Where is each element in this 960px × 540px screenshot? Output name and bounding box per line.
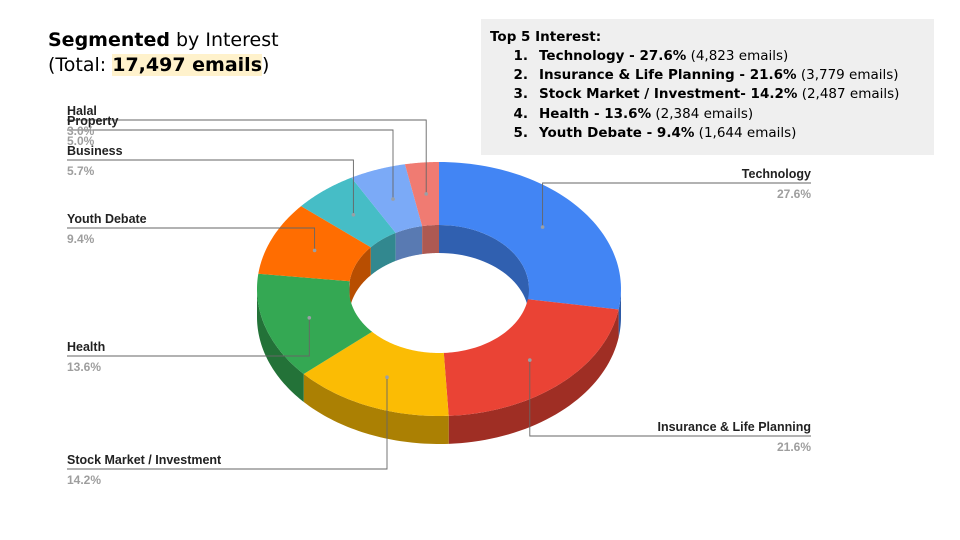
slice-inner-6 [395, 226, 423, 261]
leader-dot-0 [540, 225, 545, 229]
slice-label-0: Technology [742, 167, 811, 181]
slice-value-label-3: 13.6% [67, 360, 101, 374]
top5-item-number: 4. [513, 105, 528, 122]
slice-value-label-5: 5.7% [67, 164, 95, 178]
top5-item-count: (2,487 emails) [797, 86, 900, 103]
slice-value-label-1: 21.6% [777, 440, 811, 454]
slice-value-label-2: 14.2% [67, 473, 101, 487]
leader-line-2 [67, 377, 388, 470]
leader-line-0 [542, 182, 811, 228]
top5-item-count: (1,644 emails) [694, 124, 797, 141]
slice-side-2 [303, 373, 449, 444]
top5-item: 4. Health - 13.6% (2,384 emails) [490, 105, 934, 124]
leader-dot-1 [528, 358, 532, 362]
donut-slice-2 [303, 331, 449, 416]
leader-dot-7 [424, 192, 429, 196]
slice-label-2: Stock Market / Investment [67, 453, 222, 467]
donut-slice-0 [439, 162, 621, 310]
top5-panel: Top 5 Interest: 1. Technology - 27.6% (4,… [481, 19, 934, 155]
top5-item-count: (4,823 emails) [686, 48, 789, 64]
leader-line-7 [67, 119, 427, 194]
slice-label-6: Property [67, 114, 118, 128]
donut-slice-7 [404, 162, 439, 227]
leader-dot-4 [312, 248, 317, 253]
title-rest: by Interest [169, 29, 279, 51]
top5-item-label: Health - 13.6% [539, 105, 652, 122]
slice-value-label-7: 3.0% [67, 124, 95, 138]
top5-item-number: 3. [513, 86, 528, 103]
leader-line-4 [67, 227, 316, 251]
slice-label-1: Insurance & Life Planning [658, 420, 812, 434]
leader-line-3 [67, 317, 310, 357]
donut-slice-1 [443, 299, 619, 416]
slice-side-0 [618, 289, 621, 338]
leader-line-1 [529, 360, 811, 437]
slice-side-1 [448, 309, 619, 444]
donut-slice-5 [301, 177, 396, 248]
top5-item-count: (2,384 emails) [651, 105, 754, 122]
title-line: Segmented by Interest [48, 28, 279, 53]
slice-value-label-0: 27.6% [777, 187, 811, 201]
top5-item: 3. Stock Market / Investment- 14.2% (2,48… [490, 85, 934, 104]
total-suffix: ) [262, 54, 270, 76]
slice-value-label-4: 9.4% [67, 232, 95, 246]
donut-slices [257, 162, 621, 416]
donut-slice-6 [351, 164, 423, 233]
leader-dot-2 [385, 375, 389, 380]
slice-inner-5 [370, 232, 396, 276]
leader-dot-6 [391, 197, 395, 201]
slice-inner-0 [439, 225, 529, 317]
total-prefix: (Total: [48, 54, 113, 76]
top5-item-number: 2. [513, 67, 528, 84]
leader-line-5 [67, 159, 354, 215]
slice-label-7: Halal [67, 104, 97, 118]
chart-title: Segmented by Interest (Total: 17,497 ema… [48, 28, 279, 78]
top5-item: 2. Insurance & Life Planning - 21.6% (3,7… [490, 66, 934, 85]
top5-item-label: Youth Debate - 9.4% [539, 124, 695, 141]
top5-item-label: Insurance & Life Planning - 21.6% [539, 67, 797, 84]
top5-item-number: 1. [513, 48, 528, 64]
leader-lines [67, 119, 811, 470]
donut-slice-3 [257, 273, 373, 374]
total-value: 17,497 emails [112, 54, 263, 76]
top5-item-count: (3,779 emails) [796, 67, 899, 84]
top5-title: Top 5 Interest: [490, 29, 602, 45]
slice-labels: Technology 27.6% Insurance & Life Planning… [67, 104, 811, 487]
donut-inner-walls [349, 225, 529, 317]
leader-dot-5 [351, 213, 356, 217]
slice-label-4: Youth Debate [67, 212, 147, 226]
top5-item-number: 5. [513, 124, 528, 141]
donut-sides [257, 289, 621, 444]
total-line: (Total: 17,497 emails) [48, 53, 279, 78]
slice-inner-4 [349, 247, 371, 310]
top5-item: 5. Youth Debate - 9.4% (1,644 emails) [490, 124, 934, 143]
top5-list: 1. Technology - 27.6% (4,823 emails) 2. In… [490, 47, 934, 143]
top5-item-label: Technology - 27.6% [539, 48, 687, 64]
leader-line-6 [67, 129, 394, 200]
slice-value-label-6: 5.0% [67, 134, 95, 148]
top5-item: 1. Technology - 27.6% (4,823 emails) [490, 47, 934, 66]
slice-label-3: Health [67, 340, 105, 354]
slice-label-5: Business [67, 144, 123, 158]
slice-side-3 [257, 289, 304, 402]
slice-inner-7 [422, 225, 439, 255]
top5-item-label: Stock Market / Investment- 14.2% [539, 86, 798, 103]
leader-dot-3 [307, 316, 312, 320]
title-bold: Segmented [48, 29, 170, 51]
